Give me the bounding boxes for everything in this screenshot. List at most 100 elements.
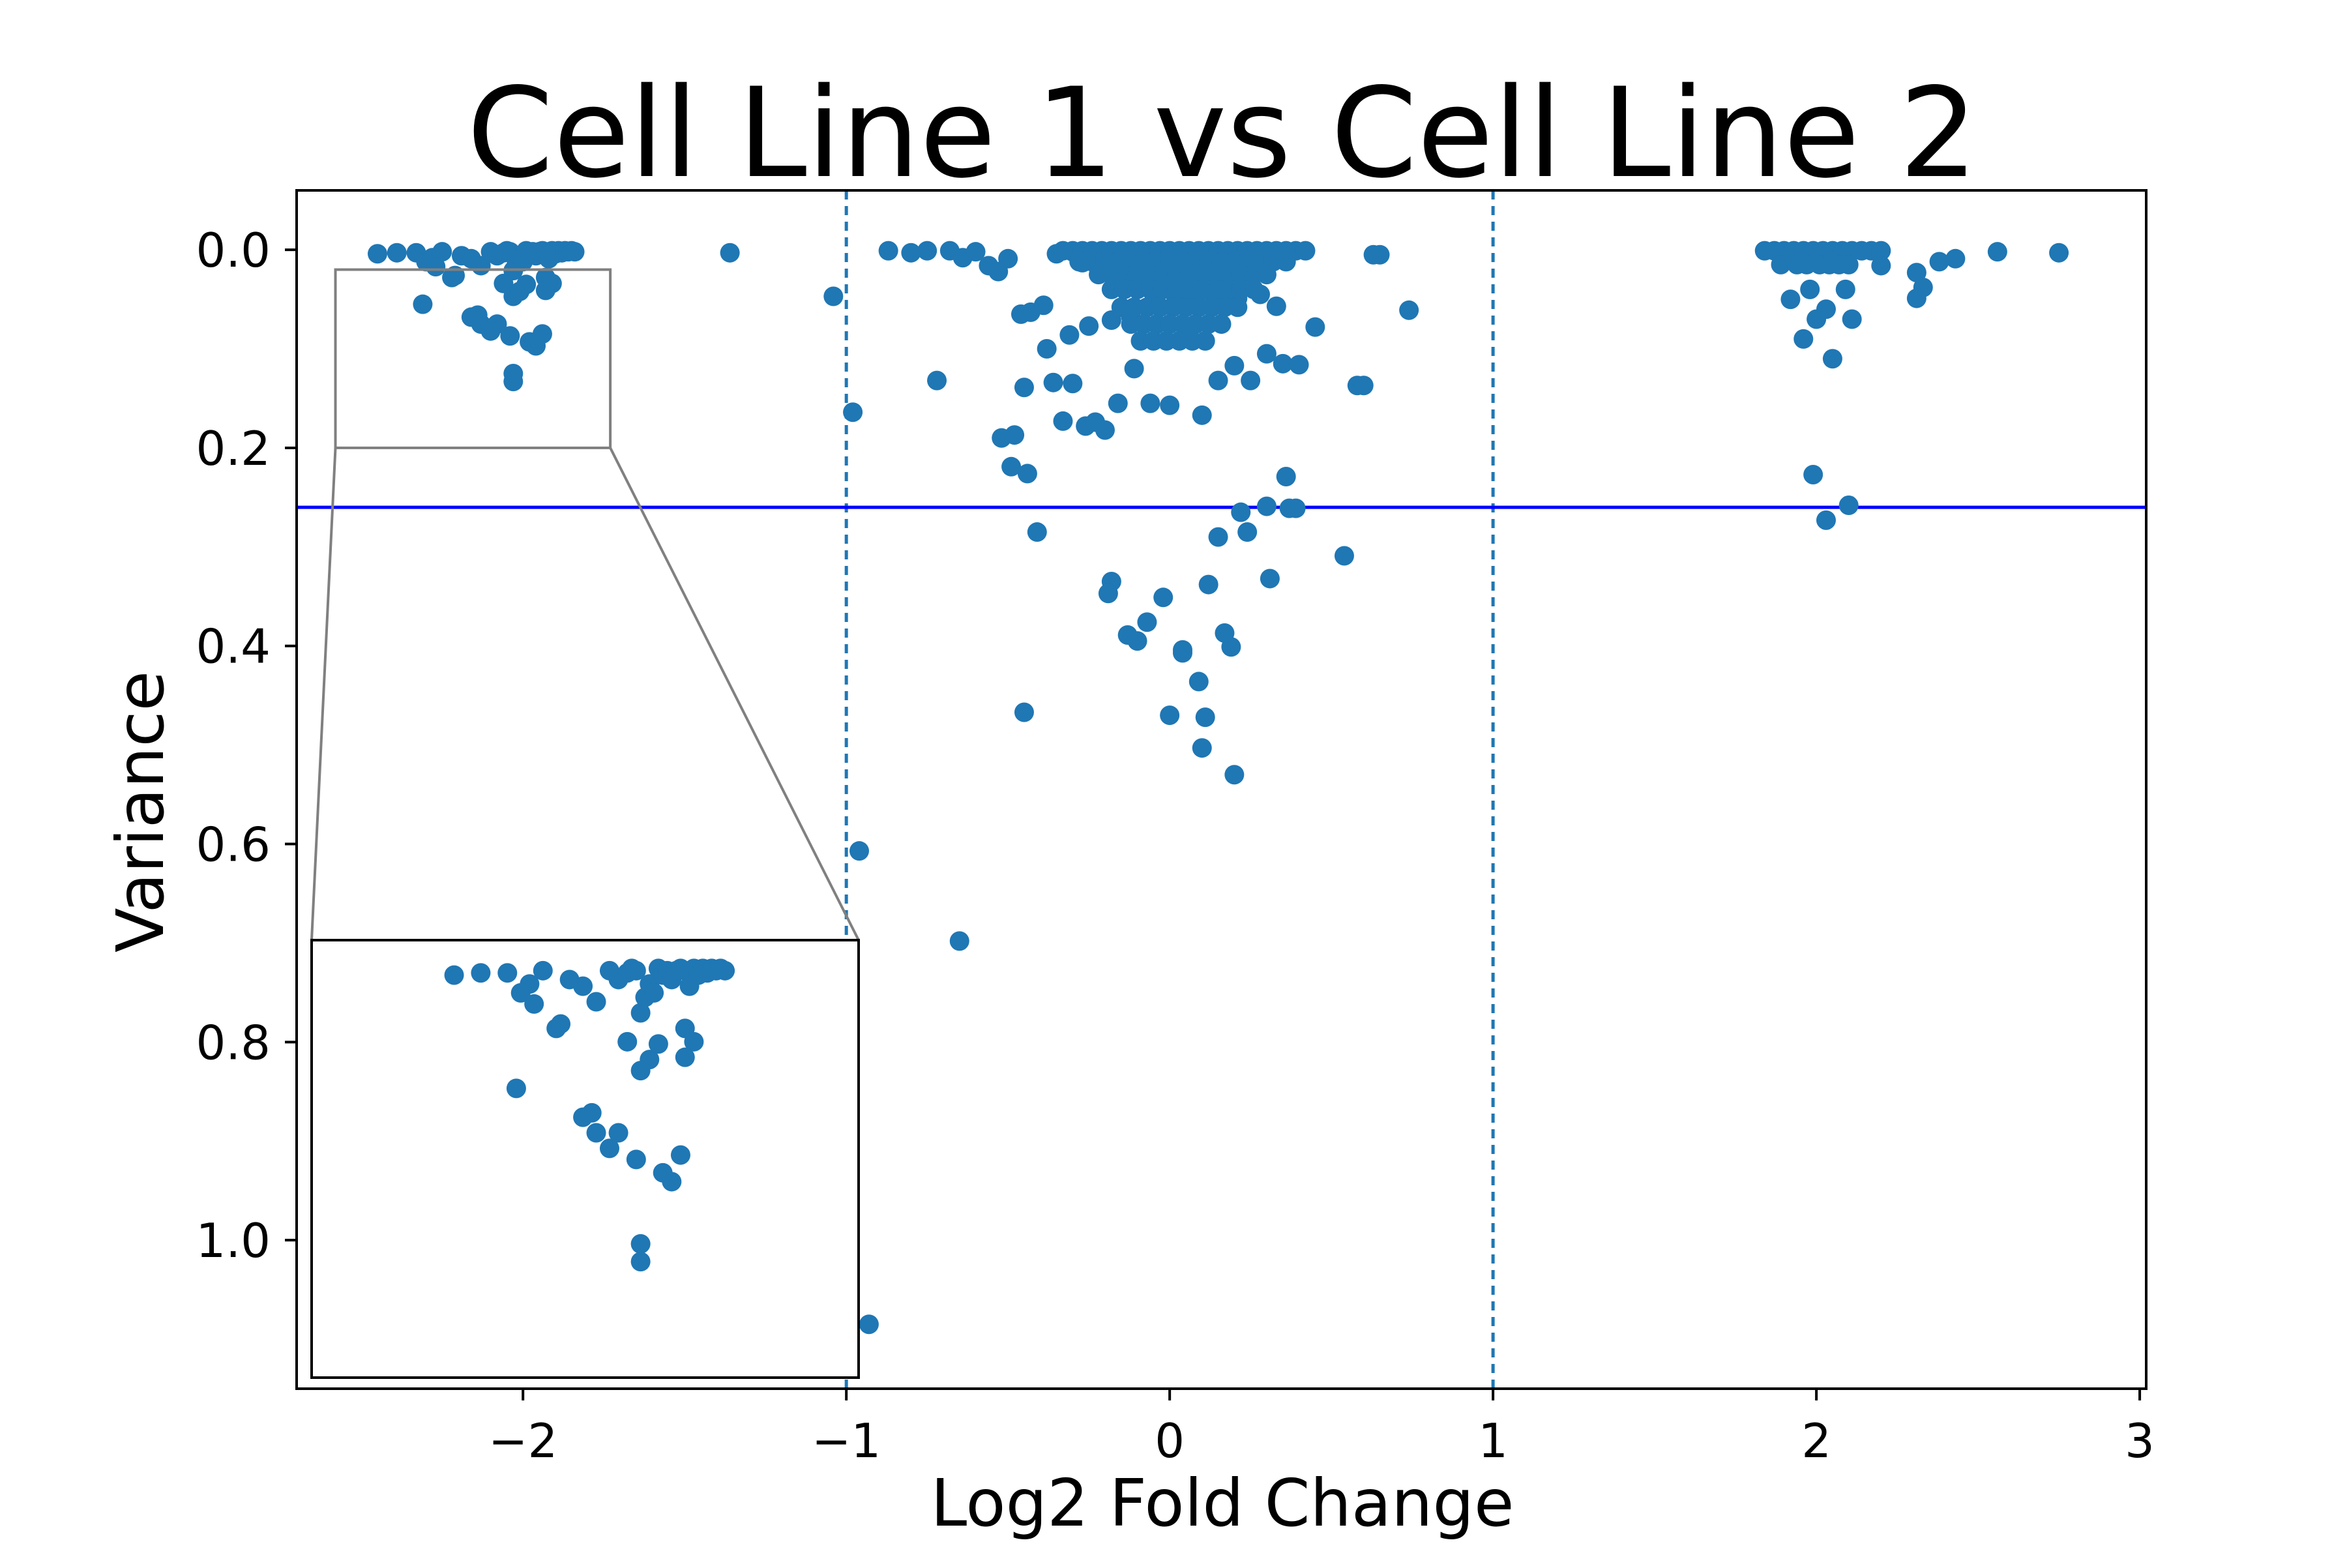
data-point (992, 428, 1012, 448)
data-point (1063, 374, 1083, 394)
data-point (1211, 314, 1232, 334)
inset-data-point (648, 1034, 668, 1054)
chart-title: Cell Line 1 vs Cell Line 2 (467, 61, 1978, 205)
data-point (1195, 707, 1215, 728)
plot-frame (295, 189, 2148, 1390)
data-point (1256, 265, 1277, 285)
inset-connector-left (310, 447, 337, 941)
data-point (927, 370, 947, 391)
inset-data-point (617, 1031, 638, 1052)
data-point (1033, 295, 1054, 316)
data-point (1871, 256, 1891, 276)
inset-data-point (630, 1234, 651, 1254)
data-point (859, 1314, 879, 1335)
y-axis-label: Variance (102, 671, 179, 953)
data-point (1256, 344, 1277, 364)
y-tick-label: 1.0 (196, 1213, 271, 1268)
data-point (1153, 587, 1174, 608)
data-point (1289, 355, 1309, 375)
inset-data-point (444, 965, 464, 985)
data-point (1108, 393, 1128, 413)
x-tick-label: 3 (2125, 1413, 2155, 1468)
inset-data-point (630, 1003, 651, 1023)
data-point (1098, 584, 1118, 604)
data-point (1059, 325, 1080, 345)
plot-area: −2 −1 0 1 2 3 0.0 0.2 0.4 0.6 0.8 1.0 (196, 189, 2155, 1468)
data-point (1043, 372, 1063, 392)
data-point (1244, 279, 1264, 299)
data-point (1906, 263, 1926, 283)
data-point (1037, 339, 1057, 359)
data-point (1399, 300, 1419, 320)
data-point (426, 256, 446, 276)
data-point (1140, 393, 1160, 413)
inset-data-point (551, 1014, 571, 1034)
y-tick-label: 0.6 (196, 818, 271, 872)
data-point (1160, 395, 1180, 415)
data-point (532, 324, 552, 344)
data-point (1816, 510, 1836, 530)
inset-data-point (608, 1123, 628, 1143)
inset-data-point (684, 1031, 704, 1052)
data-point (1929, 252, 1949, 272)
data-point (1014, 377, 1034, 398)
inset-data-point (670, 1145, 690, 1165)
inset-data-point (626, 1149, 646, 1170)
data-point (1208, 527, 1228, 547)
x-axis-label: Log2 Fold Change (930, 1465, 1514, 1541)
inset-data-point (640, 1050, 660, 1070)
data-point (1160, 705, 1180, 726)
inset-data-point (520, 974, 540, 994)
data-point (1014, 702, 1034, 722)
x-tick-label: 2 (1801, 1413, 1831, 1468)
inset-data-point (599, 1138, 619, 1159)
inset-data-point (675, 1047, 695, 1067)
inset-data-point (653, 1162, 673, 1183)
data-point (1800, 279, 1820, 299)
data-point (467, 305, 488, 325)
data-point (1017, 464, 1037, 484)
x-tick-label: −2 (488, 1413, 557, 1468)
data-point (720, 243, 740, 263)
data-point (432, 242, 452, 262)
data-point (387, 243, 407, 263)
data-point (1807, 309, 1827, 329)
data-point (1838, 254, 1859, 274)
inset-data-point (626, 960, 646, 981)
data-point (917, 241, 937, 261)
data-point (1053, 411, 1073, 431)
data-point (1273, 353, 1293, 374)
data-point (1231, 502, 1251, 522)
data-point (1838, 496, 1859, 516)
y-tick-label: 0.2 (196, 421, 271, 476)
data-point (1027, 522, 1047, 542)
data-point (1987, 242, 2007, 262)
data-point (949, 931, 969, 951)
data-point (1117, 625, 1138, 645)
data-point (823, 286, 844, 306)
data-point (1241, 370, 1261, 391)
data-point (1286, 498, 1306, 518)
data-point (1945, 248, 1966, 269)
y-tick-label: 0.4 (196, 619, 271, 674)
data-point (1305, 317, 1325, 337)
data-point (1842, 309, 1862, 329)
inset-data-point (471, 963, 491, 983)
data-point (1237, 522, 1258, 542)
inset-data-point (573, 976, 593, 996)
inset-data-point (586, 992, 606, 1012)
x-tick-label: 0 (1155, 1413, 1185, 1468)
data-point (535, 280, 555, 301)
data-point (503, 372, 524, 392)
data-point (901, 243, 921, 263)
data-point (413, 294, 433, 314)
data-point (1192, 738, 1212, 758)
data-point (1295, 241, 1316, 261)
inset-data-point (524, 994, 544, 1014)
inset-data-point (586, 1123, 606, 1143)
data-point (1353, 376, 1374, 396)
data-point (1276, 466, 1296, 486)
data-point (998, 248, 1018, 269)
data-point (1095, 420, 1115, 440)
